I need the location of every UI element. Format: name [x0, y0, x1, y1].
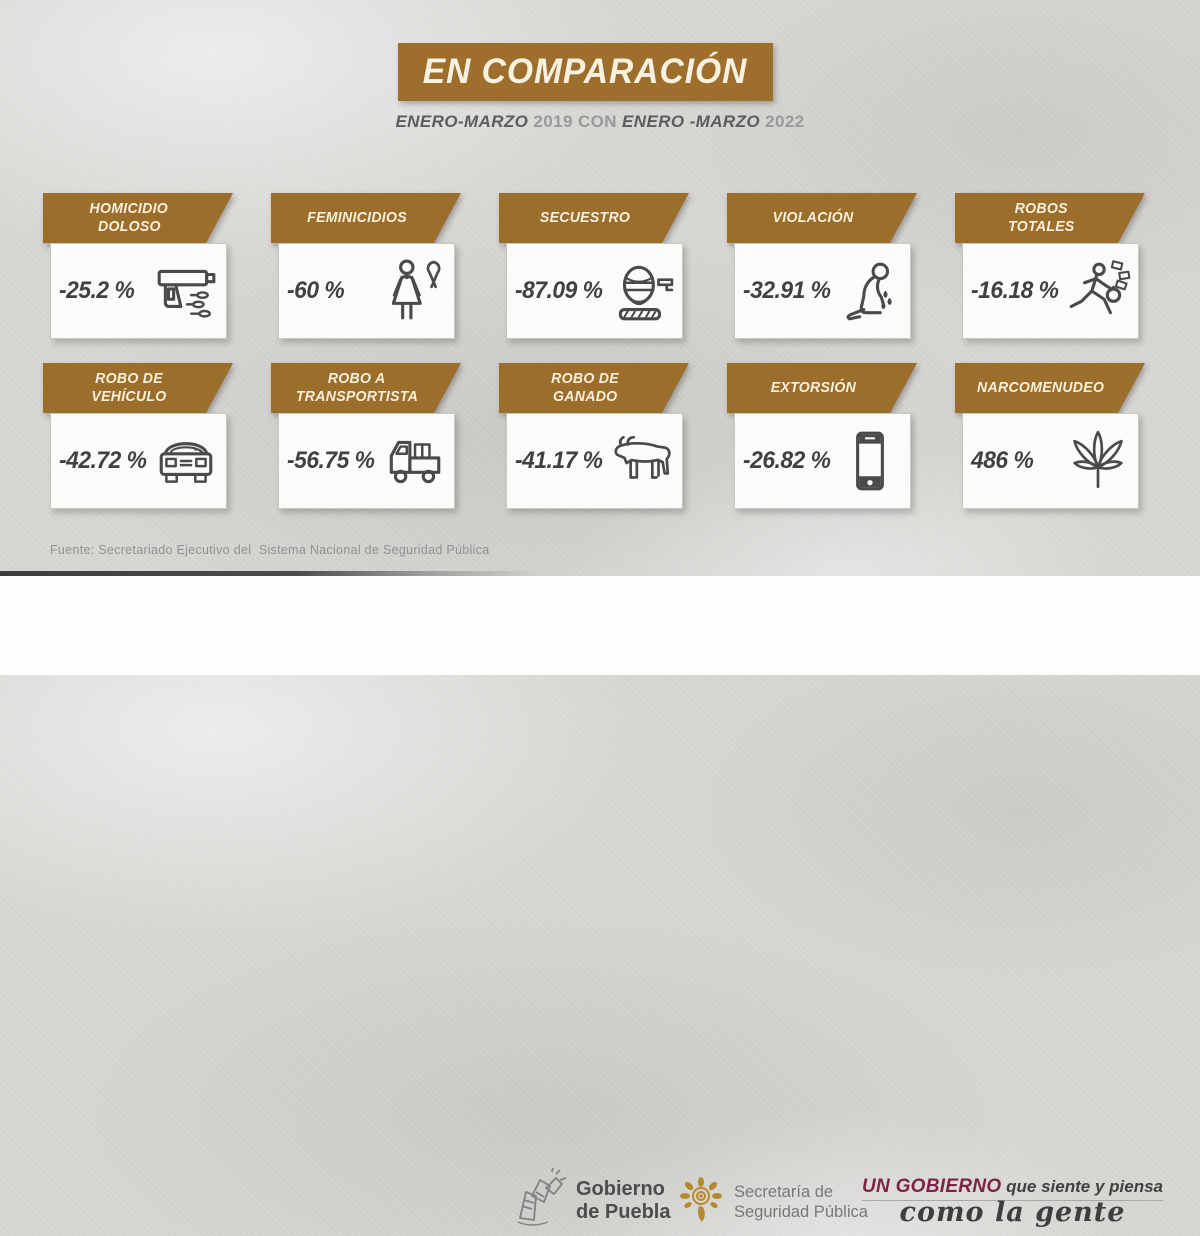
secretaria-emblem-icon — [680, 1177, 722, 1222]
card-body: 486 % — [962, 413, 1139, 509]
stat-value: -60 % — [287, 277, 345, 304]
subtitle: ENERO-MARZO 2019 CON ENERO -MARZO 2022 — [0, 112, 1200, 132]
footer-bar: Gobierno de Puebla Secretaría de — [0, 576, 1200, 1228]
tagline-rest: que siente y piensa — [1001, 1177, 1163, 1196]
card-title-line: DOLOSO — [97, 218, 161, 235]
handgun-icon — [152, 255, 220, 327]
page-title: EN COMPARACIÓN — [423, 52, 748, 91]
card-body: -26.82 % — [734, 413, 911, 509]
gobierno-label-line1: Gobierno — [576, 1178, 665, 1200]
divider-line — [0, 571, 540, 576]
card-header: FEMINICIDIOS — [271, 193, 461, 243]
subtitle-period-1: ENERO-MARZO — [395, 112, 529, 131]
card-title-line: ROBOS — [1014, 200, 1068, 217]
running-thief-icon — [1064, 255, 1132, 327]
stat-card-secuestro: SECUESTRO -87.09 % — [499, 193, 689, 339]
card-header: ROBO DE VEHÍCULO — [43, 363, 233, 413]
card-body: -42.72 % — [50, 413, 227, 509]
card-header: EXTORSIÓN — [727, 363, 917, 413]
secretaria-seguridad-logo: Secretaría de Seguridad Pública — [676, 1174, 868, 1230]
stat-value: 486 % — [971, 447, 1034, 474]
card-title-line: GANADO — [552, 388, 618, 405]
car-icon — [152, 425, 220, 497]
stat-card-violacion: VIOLACIÓN -32.91 % — [727, 193, 917, 339]
card-header: SECUESTRO — [499, 193, 689, 243]
card-body: -32.91 % — [734, 243, 911, 339]
card-title-line: VIOLACIÓN — [772, 209, 854, 226]
tagline-script: como la gente — [899, 1197, 1126, 1228]
stat-card-robo-transportista: ROBO A TRANSPORTISTA -56.75 % — [271, 363, 461, 509]
card-body: -56.75 % — [278, 413, 455, 509]
card-title-line: TRANSPORTISTA — [295, 388, 419, 405]
puebla-sketch-icon — [517, 1167, 567, 1226]
source-note: Fuente: Secretariado Ejecutivo del Siste… — [50, 543, 490, 557]
card-title-line: ROBO DE — [551, 370, 619, 387]
tagline-bold: UN GOBIERNO — [861, 1176, 1002, 1197]
card-title-line: EXTORSIÓN — [770, 379, 856, 396]
stat-value: -26.82 % — [743, 447, 831, 474]
stat-value: -25.2 % — [59, 277, 135, 304]
stat-value: -42.72 % — [59, 447, 147, 474]
cattle-icon — [608, 425, 676, 497]
kidnapped-person-icon — [608, 255, 676, 327]
stat-card-robo-ganado: ROBO DE GANADO -41.17 % — [499, 363, 689, 509]
card-title-line: SECUESTRO — [539, 209, 631, 226]
card-title-line: TOTALES — [1007, 218, 1075, 235]
stat-card-robo-vehiculo: ROBO DE VEHÍCULO -42.72 % — [43, 363, 233, 509]
stat-card-robos-totales: ROBOS TOTALES -16.18 % — [955, 193, 1145, 339]
subtitle-year-1: 2019 CON — [528, 112, 623, 131]
kneeling-victim-icon — [836, 255, 904, 327]
stat-value: -56.75 % — [287, 447, 375, 474]
card-header: ROBO DE GANADO — [499, 363, 689, 413]
stat-value: -16.18 % — [971, 277, 1059, 304]
card-body: -16.18 % — [962, 243, 1139, 339]
government-tagline: UN GOBIERNO que siente y piensa como la … — [861, 1176, 1163, 1228]
stat-card-extorsion: EXTORSIÓN -26.82 % — [727, 363, 917, 509]
card-header: NARCOMENUDEO — [955, 363, 1145, 413]
card-title-line: FEMINICIDIOS — [307, 209, 407, 226]
secretaria-label-line1: Secretaría de — [734, 1183, 834, 1201]
card-body: -25.2 % — [50, 243, 227, 339]
card-body: -87.09 % — [506, 243, 683, 339]
stat-value: -41.17 % — [515, 447, 603, 474]
stat-value: -87.09 % — [515, 277, 603, 304]
card-header: ROBO A TRANSPORTISTA — [271, 363, 461, 413]
stat-value: -32.91 % — [743, 277, 831, 304]
smartphone-icon — [836, 425, 904, 497]
card-header: VIOLACIÓN — [727, 193, 917, 243]
subtitle-period-2: ENERO -MARZO — [622, 112, 761, 131]
card-title-line: ROBO A — [328, 370, 386, 387]
stat-card-feminicidios: FEMINICIDIOS -60 % — [271, 193, 461, 339]
cannabis-leaf-icon — [1064, 425, 1132, 497]
card-body: -41.17 % — [506, 413, 683, 509]
subtitle-year-2: 2022 — [760, 112, 805, 131]
card-body: -60 % — [278, 243, 455, 339]
gobierno-label-line2: de Puebla — [576, 1201, 671, 1223]
woman-ribbon-icon — [380, 255, 448, 327]
card-title-line: HOMICIDIO — [89, 200, 169, 217]
gobierno-puebla-logo: Gobierno de Puebla — [510, 1166, 670, 1236]
stat-card-narcomenudeo: NARCOMENUDEO 486 % — [955, 363, 1145, 509]
truck-icon — [380, 425, 448, 497]
stat-card-homicidio-doloso: HOMICIDIO DOLOSO -25.2 % — [43, 193, 233, 339]
card-header: HOMICIDIO DOLOSO — [43, 193, 233, 243]
card-title-line: VEHÍCULO — [91, 388, 167, 405]
secretaria-label-line2: Seguridad Pública — [734, 1203, 868, 1221]
card-header: ROBOS TOTALES — [955, 193, 1145, 243]
title-banner: EN COMPARACIÓN — [398, 43, 773, 101]
card-title-line: NARCOMENUDEO — [977, 379, 1105, 396]
card-title-line: ROBO DE — [95, 370, 163, 387]
